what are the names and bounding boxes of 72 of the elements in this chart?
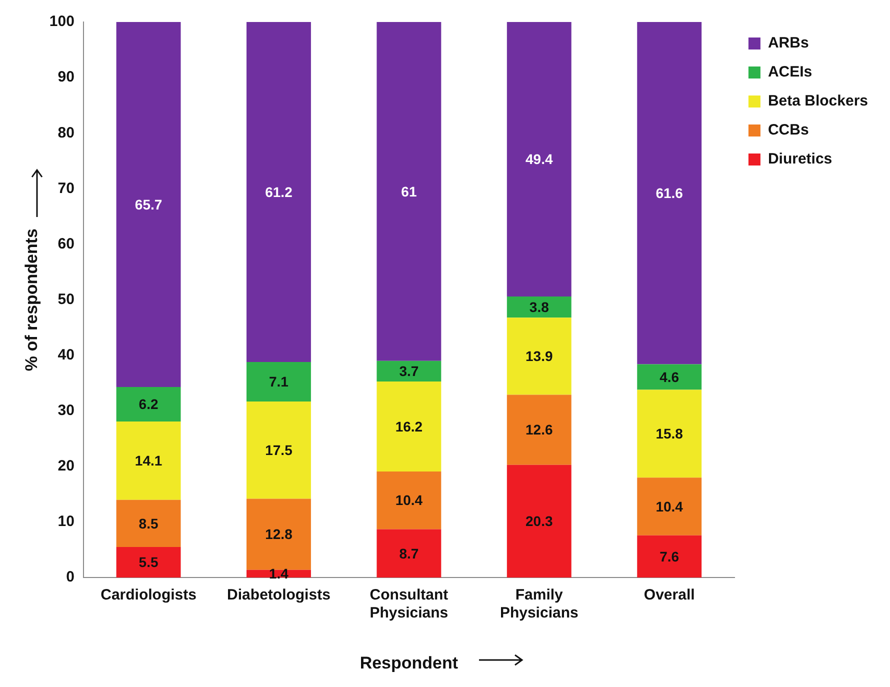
x-tick-label: Consultant Physicians [370,586,448,622]
legend-label: CCBs [768,122,809,139]
data-label: 8.7 [399,545,419,562]
bar [246,362,311,402]
x-tick-label: Overall [644,586,695,604]
data-label: 10.4 [395,492,423,508]
bar [637,535,702,578]
legend-label: Beta Blockers [768,92,868,110]
y-tick-label: 0 [66,568,74,586]
bar [116,421,181,500]
bar [246,22,311,362]
data-label: 1.4 [269,566,289,582]
data-label: 4.6 [660,368,680,385]
bar [506,318,572,395]
legend-label: Diuretics [768,150,832,168]
bar [637,22,702,364]
legend-label: ACEIs [768,64,812,81]
data-label: 7.6 [660,548,680,564]
data-label: 8.5 [138,515,158,532]
bar [376,471,442,530]
y-tick-label: 90 [58,68,74,86]
y-tick-label: 30 [58,402,74,420]
bar [116,22,181,388]
bar [116,387,181,422]
bar [637,364,702,390]
x-tick-label: Family Physicians [500,586,578,622]
y-axis-title: % of respondents [22,228,41,372]
data-label: 14.1 [134,452,162,469]
bar [637,478,702,536]
y-tick-label: 80 [58,124,74,142]
bar [506,464,572,578]
data-label: 17.5 [265,442,293,458]
data-label: 20.3 [526,513,553,530]
bar [506,296,572,318]
x-tick-label: Diabetologists [227,586,330,604]
data-label: 61 [401,183,417,200]
bar [637,390,702,478]
bar [376,22,442,361]
bar [376,381,442,472]
data-label: 61.2 [265,184,293,200]
bar [116,547,181,578]
data-label: 49.4 [526,151,553,168]
data-label: 16.2 [395,418,423,434]
bar [246,401,311,499]
data-label: 61.6 [656,184,684,201]
data-label: 13.9 [526,348,553,364]
x-axis-title: Respondent [360,653,458,672]
data-label: 10.4 [656,498,684,514]
y-tick-label: 20 [58,458,74,475]
y-tick-label: 40 [58,346,74,364]
legend-label: ARBs [768,34,809,52]
bar [246,498,311,570]
bar [116,500,181,548]
bar [506,22,572,296]
y-tick-label: 100 [49,13,74,30]
data-label: 15.8 [656,426,684,442]
y-tick-label: 60 [58,235,74,252]
bar [506,394,572,465]
y-tick-label: 50 [58,290,74,308]
bar [376,529,442,578]
data-label: 12.8 [265,526,293,542]
data-label: 6.2 [138,396,158,412]
data-label: 12.6 [526,422,553,438]
data-label: 7.1 [269,374,289,390]
bar [376,360,442,382]
data-label: 65.7 [134,196,162,212]
x-tick-label: Cardiologists [100,586,196,604]
y-tick-label: 10 [58,513,74,530]
y-tick-label: 70 [58,180,74,197]
data-label: 5.5 [138,554,158,570]
data-label: 3.7 [399,363,419,380]
data-label: 3.8 [529,298,550,315]
